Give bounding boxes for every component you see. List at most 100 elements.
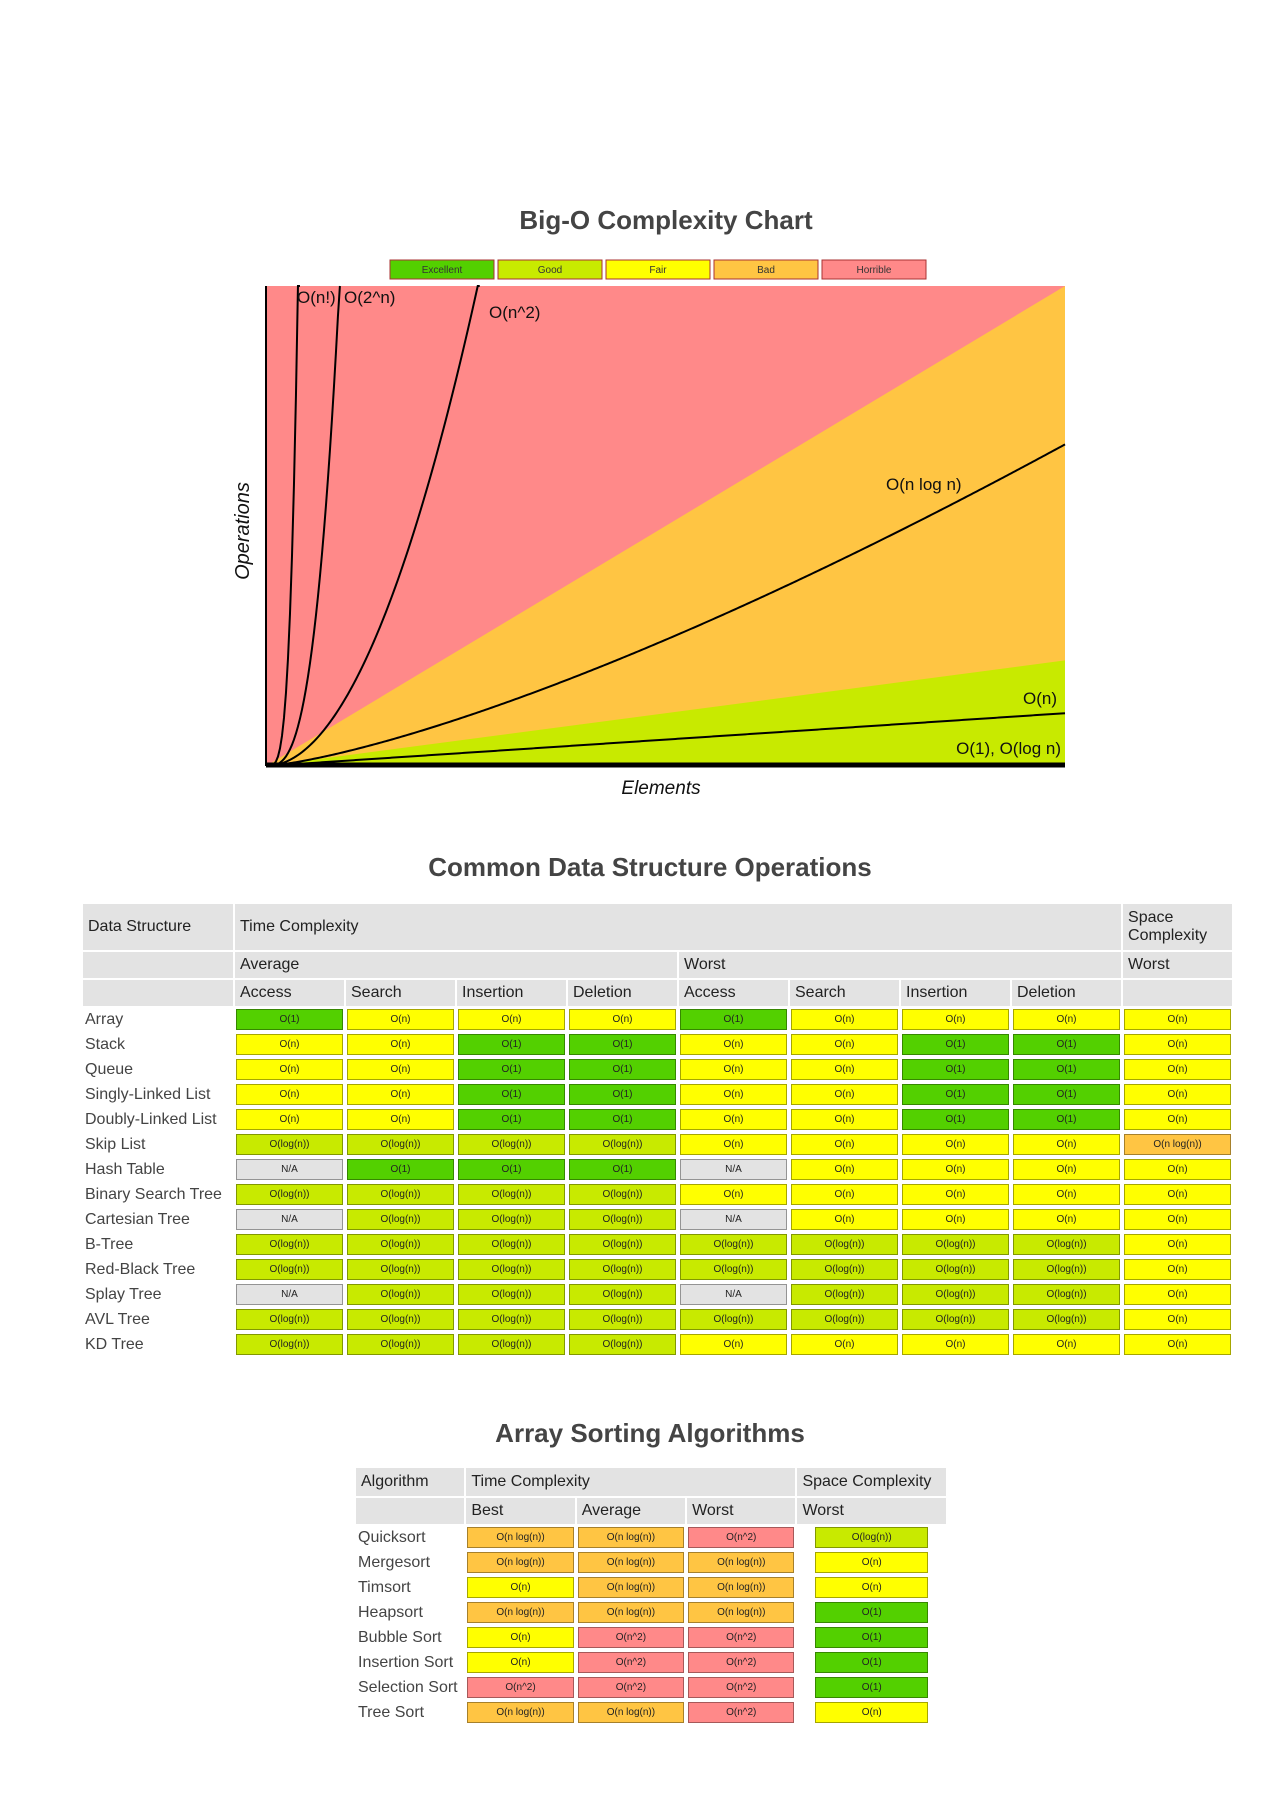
table-cell: O(n) bbox=[346, 1108, 455, 1131]
complexity-badge: O(n) bbox=[815, 1577, 928, 1598]
complexity-badge: O(n log(n)) bbox=[577, 1552, 685, 1573]
complexity-badge: O(1) bbox=[569, 1059, 676, 1080]
table-cell: O(n) bbox=[1123, 1058, 1232, 1081]
complexity-badge: O(1) bbox=[569, 1034, 676, 1055]
table-cell: O(n) bbox=[235, 1058, 344, 1081]
row-name: Binary Search Tree bbox=[85, 1185, 222, 1203]
table-cell: O(log(n)) bbox=[901, 1258, 1010, 1281]
complexity-badge: O(log(n)) bbox=[791, 1309, 898, 1330]
table-cell: O(n log(n)) bbox=[577, 1526, 685, 1549]
table-cell: N/A bbox=[679, 1208, 788, 1231]
table-cell: O(n) bbox=[1012, 1183, 1121, 1206]
complexity-badge: O(1) bbox=[902, 1084, 1009, 1105]
table-cell: O(log(n)) bbox=[790, 1283, 899, 1306]
complexity-badge: O(log(n)) bbox=[902, 1234, 1009, 1255]
complexity-badge: O(n) bbox=[1124, 1009, 1232, 1030]
complexity-badge: O(n log(n)) bbox=[467, 1552, 574, 1573]
complexity-badge: O(1) bbox=[569, 1109, 676, 1130]
table-cell: O(log(n)) bbox=[346, 1208, 455, 1231]
complexity-badge: O(log(n)) bbox=[902, 1284, 1009, 1305]
complexity-badge: O(n) bbox=[1124, 1109, 1232, 1130]
complexity-badge: O(n) bbox=[347, 1109, 454, 1130]
header-cell: Data Structure bbox=[83, 904, 233, 950]
table-row: Selection Sort O(n^2) O(n^2) O(n^2) O(1) bbox=[356, 1676, 946, 1699]
table-cell: O(log(n)) bbox=[235, 1233, 344, 1256]
complexity-badge: O(n) bbox=[569, 1009, 676, 1030]
curve-label: O(n!) bbox=[297, 288, 336, 307]
table-cell: O(n) bbox=[901, 1158, 1010, 1181]
complexity-badge: O(log(n)) bbox=[569, 1134, 676, 1155]
header-cell: Worst bbox=[679, 952, 1122, 978]
table-cell: O(log(n)) bbox=[568, 1233, 677, 1256]
table-cell: O(n) bbox=[1123, 1283, 1232, 1306]
complexity-badge: O(log(n)) bbox=[569, 1334, 676, 1355]
complexity-badge: O(n) bbox=[1013, 1009, 1121, 1030]
legend-swatch bbox=[497, 259, 603, 280]
table-cell: O(n) bbox=[1012, 1333, 1121, 1356]
complexity-badge: O(log(n)) bbox=[1013, 1234, 1121, 1255]
header-cell: Access bbox=[679, 980, 788, 1006]
table-cell: O(n log(n)) bbox=[687, 1576, 795, 1599]
complexity-badge: O(1) bbox=[680, 1009, 787, 1030]
complexity-badge: O(1) bbox=[815, 1677, 928, 1698]
table-cell: O(n) bbox=[797, 1551, 946, 1574]
complexity-badge: N/A bbox=[236, 1159, 343, 1180]
table-cell: O(log(n)) bbox=[1012, 1283, 1121, 1306]
table-cell: O(n) bbox=[1123, 1083, 1232, 1106]
table-cell: O(log(n)) bbox=[1012, 1308, 1121, 1331]
table-cell: O(n) bbox=[346, 1083, 455, 1106]
table-cell: O(log(n)) bbox=[346, 1333, 455, 1356]
table-cell: O(n) bbox=[466, 1626, 574, 1649]
table-cell: O(n log(n)) bbox=[466, 1551, 574, 1574]
complexity-badge: O(n) bbox=[680, 1084, 787, 1105]
complexity-badge: O(n) bbox=[347, 1084, 454, 1105]
row-name: AVL Tree bbox=[85, 1310, 150, 1328]
header-cell: Access bbox=[235, 980, 344, 1006]
legend-swatch bbox=[821, 259, 927, 280]
table-cell: N/A bbox=[235, 1283, 344, 1306]
table-cell: O(log(n)) bbox=[901, 1308, 1010, 1331]
complexity-badge: O(1) bbox=[902, 1059, 1009, 1080]
row-name: KD Tree bbox=[85, 1335, 144, 1353]
complexity-badge: O(n log(n)) bbox=[577, 1577, 685, 1598]
row-name: Cartesian Tree bbox=[85, 1210, 190, 1228]
curve-label: O(n^2) bbox=[489, 303, 540, 322]
complexity-badge: O(n) bbox=[1013, 1334, 1121, 1355]
legend-label: Fair bbox=[649, 265, 667, 276]
complexity-badge: O(1) bbox=[569, 1084, 676, 1105]
row-name: Mergesort bbox=[358, 1553, 431, 1571]
row-name: Bubble Sort bbox=[358, 1628, 442, 1646]
curve-label: O(1), O(log n) bbox=[956, 739, 1061, 758]
table-cell: O(n) bbox=[1123, 1308, 1232, 1331]
table-row: Heapsort O(n log(n)) O(n log(n)) O(n log(n)… bbox=[356, 1601, 946, 1624]
table-cell: O(1) bbox=[346, 1158, 455, 1181]
complexity-badge: O(log(n)) bbox=[569, 1234, 676, 1255]
complexity-badge: O(log(n)) bbox=[791, 1259, 898, 1280]
complexity-badge: O(log(n)) bbox=[680, 1234, 787, 1255]
section-title: Common Data Structure Operations bbox=[428, 852, 872, 882]
table-row: Mergesort O(n log(n)) O(n log(n)) O(n log(n… bbox=[356, 1551, 946, 1574]
complexity-badge: O(1) bbox=[347, 1159, 454, 1180]
complexity-badge: O(n) bbox=[1124, 1259, 1232, 1280]
header-cell: Search bbox=[346, 980, 455, 1006]
complexity-badge: N/A bbox=[680, 1284, 787, 1305]
table-cell: O(n^2) bbox=[687, 1651, 795, 1674]
table-cell: O(n) bbox=[235, 1083, 344, 1106]
table-cell: O(n) bbox=[1123, 1033, 1232, 1056]
table-cell: O(1) bbox=[568, 1033, 677, 1056]
complexity-badge: O(n) bbox=[1013, 1159, 1121, 1180]
table-cell: O(log(n)) bbox=[346, 1233, 455, 1256]
header-cell: Deletion bbox=[568, 980, 677, 1006]
complexity-badge: O(log(n)) bbox=[1013, 1284, 1121, 1305]
table-cell: O(n^2) bbox=[687, 1701, 795, 1724]
table-cell: O(log(n)) bbox=[457, 1208, 566, 1231]
complexity-badge: O(n) bbox=[791, 1034, 898, 1055]
complexity-badge: O(n) bbox=[791, 1334, 898, 1355]
header-cell bbox=[83, 952, 233, 978]
complexity-badge: O(log(n)) bbox=[236, 1309, 343, 1330]
complexity-badge: O(1) bbox=[458, 1159, 565, 1180]
complexity-badge: O(log(n)) bbox=[347, 1259, 454, 1280]
complexity-badge: O(n) bbox=[236, 1084, 343, 1105]
